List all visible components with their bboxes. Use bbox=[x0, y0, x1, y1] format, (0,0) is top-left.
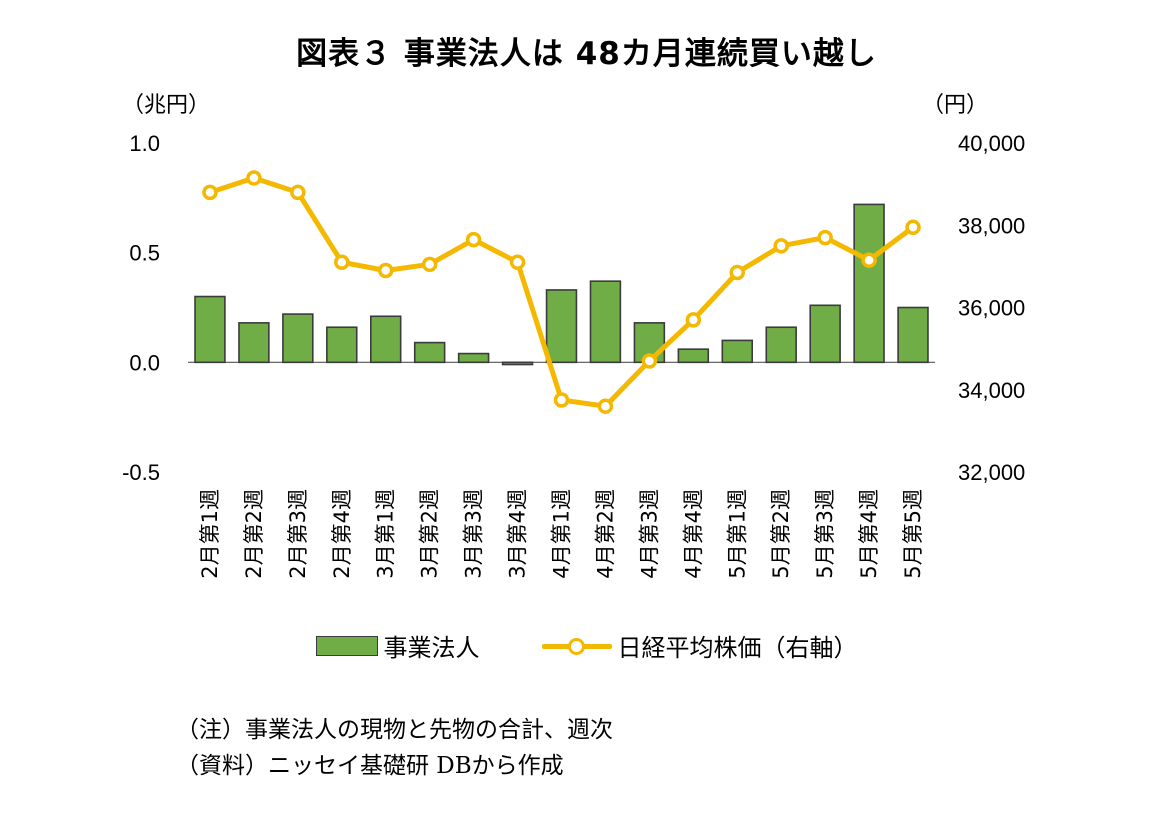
line-point bbox=[597, 398, 614, 414]
line-point bbox=[421, 256, 438, 273]
legend: 事業法人 日経平均株価（右軸） bbox=[0, 628, 1173, 663]
left-tick-label: 1.0 bbox=[129, 131, 160, 156]
category-label: 2月第4週 bbox=[330, 489, 354, 579]
line-point bbox=[905, 219, 921, 236]
right-tick-label: 34,000 bbox=[958, 378, 1025, 403]
chart-title: 図表３ 事業法人は 48カ月連続買い越し bbox=[296, 36, 877, 72]
category-label: 5月第4週 bbox=[857, 489, 881, 579]
data-bar bbox=[765, 326, 797, 364]
line-point bbox=[553, 392, 570, 408]
right-tick-label: 40,000 bbox=[958, 131, 1025, 156]
data-bar bbox=[897, 306, 929, 364]
left-axis-unit-label: （兆円） bbox=[122, 92, 210, 117]
right-tick-label: 38,000 bbox=[958, 213, 1025, 238]
category-label: 2月第2週 bbox=[242, 489, 266, 579]
left-tick-label: 0.5 bbox=[129, 241, 160, 266]
data-bar bbox=[677, 348, 710, 364]
left-tick-label: 0.0 bbox=[129, 350, 160, 375]
category-label: 3月第4週 bbox=[506, 489, 530, 579]
data-bar bbox=[589, 280, 622, 364]
legend-line-swatch bbox=[541, 636, 612, 656]
line-point bbox=[334, 254, 350, 271]
line-point bbox=[817, 229, 833, 246]
right-tick-label: 36,000 bbox=[958, 296, 1025, 321]
category-label: 2月第1週 bbox=[198, 489, 222, 579]
line-point bbox=[377, 262, 394, 279]
data-bar bbox=[545, 289, 578, 364]
legend-item-bar: 事業法人 bbox=[315, 628, 480, 663]
left-tick-label: -0.5 bbox=[122, 460, 160, 485]
data-bar bbox=[369, 315, 402, 364]
legend-label-line: 日経平均株価（右軸） bbox=[617, 634, 858, 662]
note-line: （注）事業法人の現物と先物の合計、週次 bbox=[176, 717, 613, 743]
line-point bbox=[202, 184, 218, 201]
category-label: 3月第3週 bbox=[462, 489, 486, 579]
category-label: 4月第2週 bbox=[593, 489, 617, 579]
line-point bbox=[465, 231, 482, 248]
data-bar bbox=[194, 295, 226, 364]
category-label: 5月第3週 bbox=[813, 489, 837, 579]
line-point bbox=[773, 238, 789, 254]
category-label: 4月第1週 bbox=[550, 489, 574, 579]
chart-notes: （注）事業法人の現物と先物の合計、週次 （資料）ニッセイ基礎研 DBから作成 bbox=[176, 712, 613, 784]
category-label: 5月第1週 bbox=[725, 489, 749, 579]
category-label: 3月第2週 bbox=[418, 489, 442, 579]
data-bar bbox=[457, 352, 490, 364]
data-bar bbox=[282, 313, 314, 364]
data-bar bbox=[809, 304, 841, 364]
chart-plot: （兆円） （円） 1.0 0.5 0.0 -0.5 40,000 38,000 36,00… bbox=[122, 92, 1025, 579]
category-label: 2月第3週 bbox=[286, 489, 310, 579]
data-bar bbox=[413, 341, 446, 364]
line-point bbox=[246, 170, 262, 186]
category-label: 3月第1週 bbox=[374, 489, 398, 579]
category-label: 4月第3週 bbox=[637, 489, 661, 579]
line-point bbox=[641, 353, 658, 369]
data-bar bbox=[238, 322, 270, 364]
right-axis-unit-label: （円） bbox=[922, 92, 988, 117]
legend-bar-swatch bbox=[315, 635, 378, 656]
data-bar bbox=[721, 339, 754, 364]
data-bar bbox=[501, 361, 534, 366]
category-label: 4月第4週 bbox=[681, 489, 705, 579]
category-label: 5月第5週 bbox=[901, 489, 925, 579]
source-line: （資料）ニッセイ基礎研 DBから作成 bbox=[176, 753, 564, 779]
line-point bbox=[509, 254, 526, 271]
line-point bbox=[729, 264, 746, 281]
legend-label-bar: 事業法人 bbox=[383, 634, 480, 662]
line-point bbox=[290, 184, 306, 201]
right-tick-label: 32,000 bbox=[958, 460, 1025, 485]
category-label: 5月第2週 bbox=[769, 489, 793, 579]
data-bar bbox=[853, 203, 885, 364]
line-point bbox=[685, 312, 702, 328]
legend-item-line: 日経平均株価（右軸） bbox=[541, 628, 858, 663]
data-bar bbox=[326, 326, 358, 364]
line-point bbox=[861, 252, 877, 268]
